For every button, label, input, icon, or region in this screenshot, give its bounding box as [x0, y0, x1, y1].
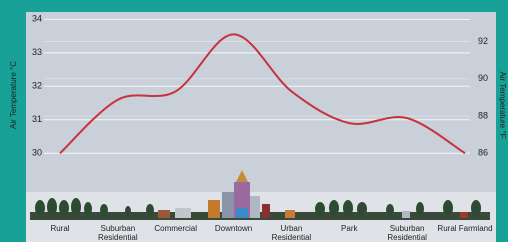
x-tick-label: Urban Residential: [261, 224, 321, 242]
x-tick-label: Suburban Residential: [377, 224, 437, 242]
screenshot: Air Temperature °C Air Temperature °F 30…: [0, 0, 508, 242]
x-tick-label: Rural Farmland: [435, 224, 495, 233]
y-tick-label: 33: [32, 47, 42, 57]
x-tick-label: Suburban Residential: [88, 224, 148, 242]
y2-tick-label: 92: [478, 36, 488, 46]
x-tick-label: Park: [319, 224, 379, 233]
x-tick-label: Commercial: [146, 224, 206, 233]
y2-axis-title: Air Temperature °F: [498, 71, 507, 138]
plot-bg: [26, 12, 496, 192]
y-tick-label: 32: [32, 81, 42, 91]
x-tick-label: Rural: [30, 224, 90, 233]
y-tick-label: 31: [32, 114, 42, 124]
y-tick-label: 30: [32, 148, 42, 158]
x-tick-label: Downtown: [204, 224, 264, 233]
y-axis-title: Air Temperature °C: [9, 61, 18, 129]
y2-tick-label: 86: [478, 148, 488, 158]
y2-tick-label: 88: [478, 110, 488, 120]
y-tick-label: 34: [32, 14, 42, 24]
chart: Air Temperature °C Air Temperature °F 30…: [0, 0, 508, 242]
y2-tick-label: 90: [478, 73, 488, 83]
